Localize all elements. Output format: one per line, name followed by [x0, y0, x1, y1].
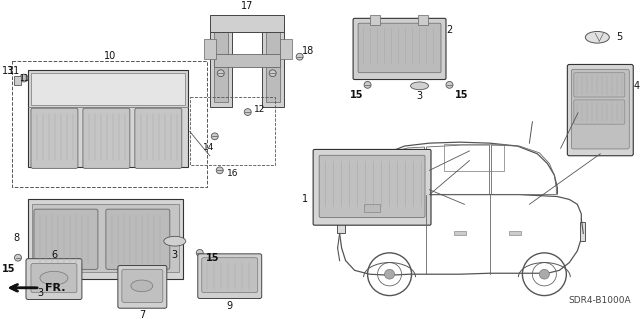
FancyBboxPatch shape — [31, 263, 77, 293]
Circle shape — [244, 109, 252, 115]
Text: FR.: FR. — [45, 283, 65, 293]
Text: 3: 3 — [417, 91, 422, 100]
Text: 15: 15 — [350, 90, 364, 100]
Text: 2: 2 — [446, 25, 452, 34]
FancyBboxPatch shape — [572, 69, 629, 149]
Text: 3: 3 — [37, 288, 43, 298]
Bar — [364, 204, 380, 212]
FancyBboxPatch shape — [26, 259, 82, 300]
Bar — [355, 191, 365, 197]
FancyBboxPatch shape — [118, 265, 167, 308]
Bar — [190, 98, 275, 166]
Bar — [337, 219, 344, 234]
Bar — [28, 199, 183, 279]
Circle shape — [385, 269, 394, 279]
FancyBboxPatch shape — [106, 209, 170, 269]
Bar — [280, 39, 292, 59]
FancyBboxPatch shape — [34, 209, 98, 269]
Text: 9: 9 — [227, 301, 233, 311]
Bar — [369, 15, 380, 25]
Text: 12: 12 — [254, 105, 266, 114]
Text: 18: 18 — [301, 46, 314, 56]
Bar — [204, 39, 216, 59]
Bar — [14, 76, 21, 85]
Text: 3: 3 — [172, 250, 178, 260]
Circle shape — [217, 70, 224, 77]
Text: 16: 16 — [227, 169, 239, 178]
FancyBboxPatch shape — [135, 108, 182, 168]
Text: 14: 14 — [203, 144, 214, 152]
Bar — [210, 15, 284, 33]
Bar — [28, 70, 188, 167]
FancyBboxPatch shape — [574, 73, 625, 97]
Text: SDR4-B1000A: SDR4-B1000A — [569, 296, 631, 305]
Circle shape — [540, 269, 549, 279]
Bar — [262, 25, 284, 107]
Text: 7: 7 — [139, 310, 145, 319]
FancyBboxPatch shape — [319, 155, 425, 218]
FancyBboxPatch shape — [313, 149, 431, 225]
Circle shape — [15, 254, 22, 261]
Bar — [509, 231, 522, 235]
Text: 15: 15 — [454, 90, 468, 100]
Text: 11: 11 — [19, 74, 29, 83]
FancyBboxPatch shape — [358, 23, 441, 73]
FancyBboxPatch shape — [353, 19, 446, 79]
Bar — [32, 204, 179, 272]
Bar — [445, 144, 504, 171]
Circle shape — [364, 81, 371, 88]
FancyBboxPatch shape — [31, 108, 78, 168]
Ellipse shape — [40, 271, 68, 285]
Circle shape — [216, 167, 223, 174]
Circle shape — [211, 133, 218, 140]
Text: 13: 13 — [2, 66, 14, 76]
Text: 4: 4 — [633, 81, 639, 91]
Text: 8: 8 — [13, 233, 19, 243]
Ellipse shape — [410, 82, 429, 90]
FancyBboxPatch shape — [567, 64, 633, 156]
Bar — [580, 222, 586, 241]
Bar — [454, 231, 467, 235]
Bar — [266, 30, 280, 102]
Bar — [12, 61, 207, 187]
Text: 11: 11 — [8, 66, 20, 76]
FancyBboxPatch shape — [574, 100, 625, 124]
FancyBboxPatch shape — [83, 108, 130, 168]
FancyBboxPatch shape — [198, 254, 262, 299]
Circle shape — [446, 81, 453, 88]
Circle shape — [296, 53, 303, 60]
Bar — [214, 30, 228, 102]
Bar — [214, 54, 280, 67]
Ellipse shape — [164, 236, 186, 246]
Bar — [31, 73, 185, 105]
Text: 5: 5 — [616, 32, 623, 42]
Bar — [210, 25, 232, 107]
Text: 10: 10 — [104, 51, 116, 61]
FancyBboxPatch shape — [202, 258, 258, 293]
Circle shape — [269, 70, 276, 77]
Circle shape — [196, 249, 204, 256]
Ellipse shape — [586, 32, 609, 43]
Bar — [30, 279, 50, 287]
Circle shape — [20, 74, 28, 82]
Text: 6: 6 — [51, 250, 57, 260]
Bar — [417, 15, 428, 25]
Text: 17: 17 — [241, 1, 253, 11]
FancyBboxPatch shape — [122, 269, 163, 302]
Text: 1: 1 — [301, 195, 308, 204]
Text: 15: 15 — [206, 253, 220, 263]
Text: 15: 15 — [2, 264, 16, 274]
Ellipse shape — [131, 280, 153, 292]
